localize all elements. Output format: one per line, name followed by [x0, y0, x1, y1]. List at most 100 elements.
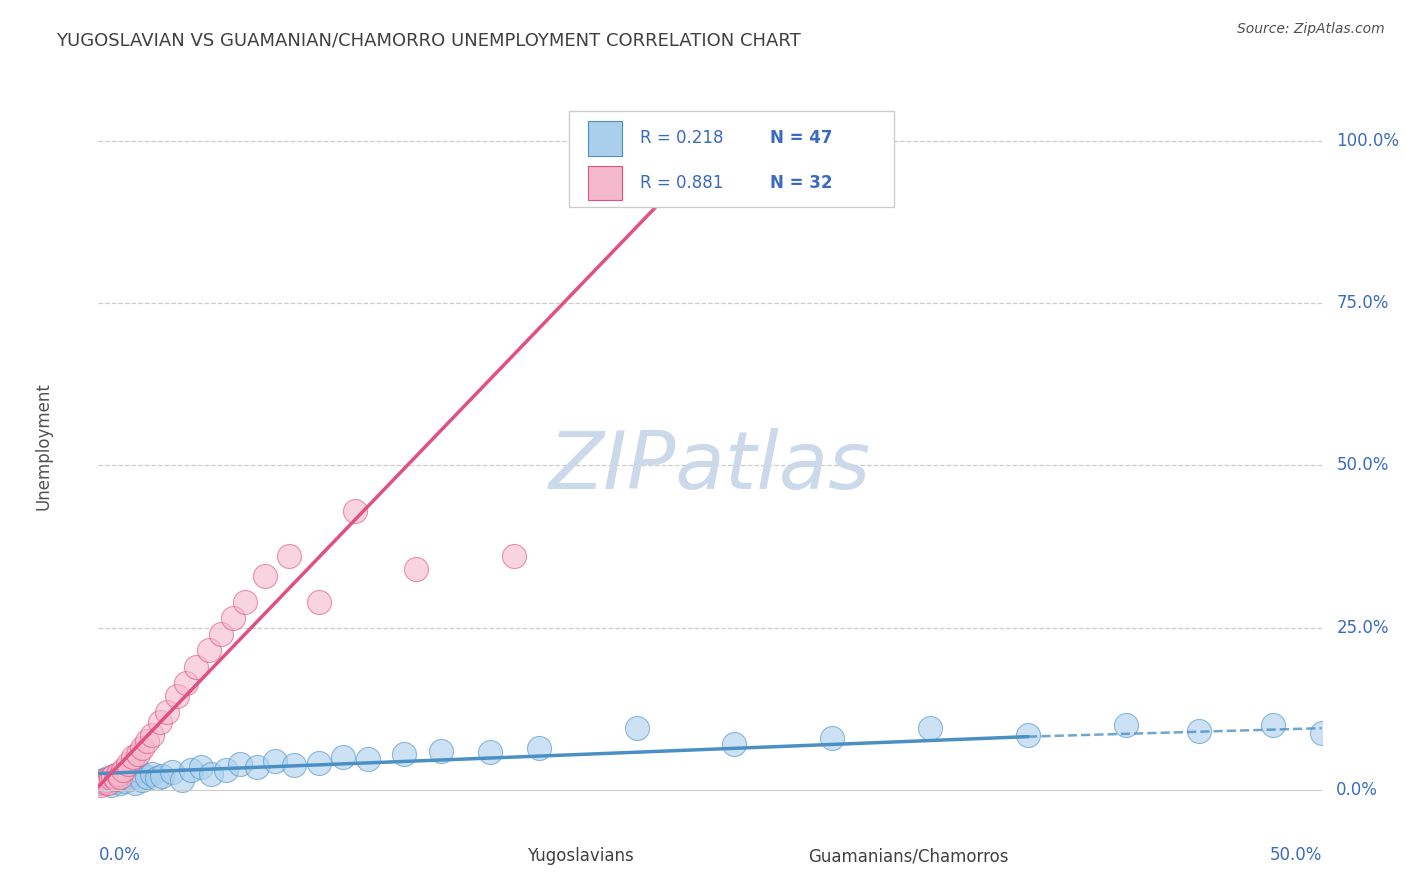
Point: [107, 772, 129, 787]
Point: [222, 611, 245, 625]
Text: 50.0%: 50.0%: [1336, 457, 1389, 475]
Point: [94, 775, 117, 789]
Point: [478, 745, 501, 759]
Point: [120, 772, 142, 786]
Point: [176, 675, 198, 690]
Point: [356, 752, 378, 766]
Point: [1261, 718, 1284, 732]
Bar: [489, 842, 517, 871]
Point: [136, 734, 159, 748]
Point: [131, 773, 153, 788]
Point: [141, 728, 163, 742]
Point: [117, 768, 139, 782]
Point: [121, 750, 143, 764]
Point: [90, 776, 112, 790]
Point: [149, 714, 172, 729]
Point: [146, 771, 169, 785]
Point: [332, 750, 354, 764]
Text: 25.0%: 25.0%: [1336, 619, 1389, 637]
Text: 100.0%: 100.0%: [1336, 132, 1399, 150]
Text: 50.0%: 50.0%: [1270, 846, 1322, 863]
Point: [821, 731, 844, 745]
Text: ZIPatlas: ZIPatlas: [548, 428, 872, 507]
Point: [101, 770, 124, 784]
Point: [430, 744, 453, 758]
Point: [920, 721, 942, 735]
Point: [392, 747, 416, 761]
Point: [180, 764, 202, 778]
Point: [166, 689, 188, 703]
Point: [246, 760, 269, 774]
Point: [107, 766, 129, 780]
Point: [101, 768, 124, 782]
Point: [527, 740, 550, 755]
Text: N = 47: N = 47: [770, 129, 832, 147]
Text: 0.0%: 0.0%: [1336, 780, 1378, 799]
Point: [110, 775, 132, 789]
Point: [283, 758, 305, 772]
Bar: [772, 842, 799, 871]
Point: [626, 721, 648, 735]
Point: [127, 764, 149, 778]
Text: Unemployment: Unemployment: [34, 382, 52, 510]
Point: [94, 773, 117, 788]
Point: [186, 659, 208, 673]
Point: [214, 764, 236, 778]
Point: [170, 773, 193, 788]
Point: [711, 131, 734, 145]
Point: [209, 627, 232, 641]
Point: [156, 705, 179, 719]
Text: 75.0%: 75.0%: [1336, 294, 1389, 312]
Point: [104, 773, 127, 788]
FancyBboxPatch shape: [569, 111, 894, 207]
Text: YUGOSLAVIAN VS GUAMANIAN/CHAMORRO UNEMPLOYMENT CORRELATION CHART: YUGOSLAVIAN VS GUAMANIAN/CHAMORRO UNEMPL…: [56, 31, 801, 49]
Point: [160, 764, 183, 779]
Point: [723, 738, 745, 752]
Point: [278, 549, 301, 564]
Point: [100, 778, 122, 792]
Point: [124, 776, 146, 790]
Point: [97, 776, 120, 790]
Point: [405, 562, 427, 576]
Text: R = 0.218: R = 0.218: [640, 129, 724, 147]
Point: [127, 747, 149, 761]
Point: [117, 756, 139, 771]
Point: [233, 595, 256, 609]
Point: [111, 771, 134, 785]
Text: Source: ZipAtlas.com: Source: ZipAtlas.com: [1237, 22, 1385, 37]
Point: [121, 766, 143, 780]
Point: [104, 772, 127, 787]
Point: [308, 595, 330, 609]
Point: [190, 760, 212, 774]
Point: [263, 754, 285, 768]
Point: [97, 771, 120, 785]
Point: [90, 778, 112, 792]
Point: [114, 774, 136, 789]
Bar: [588, 121, 621, 155]
Bar: [588, 166, 621, 200]
Point: [197, 643, 219, 657]
Point: [136, 770, 159, 784]
Text: 0.0%: 0.0%: [98, 846, 141, 863]
Point: [141, 766, 163, 780]
Point: [91, 773, 114, 788]
Point: [229, 756, 252, 771]
Point: [110, 770, 132, 784]
Text: N = 32: N = 32: [770, 174, 832, 192]
Point: [1017, 728, 1039, 742]
Point: [200, 766, 222, 780]
Point: [1115, 718, 1137, 732]
Text: Yugoslavians: Yugoslavians: [526, 847, 633, 865]
Point: [111, 764, 134, 778]
Point: [100, 771, 122, 785]
Text: R = 0.881: R = 0.881: [640, 174, 724, 192]
Point: [253, 568, 276, 582]
Point: [1188, 724, 1211, 739]
Point: [150, 768, 173, 782]
Point: [308, 756, 330, 770]
Point: [131, 740, 153, 755]
Point: [344, 504, 367, 518]
Text: Guamanians/Chamorros: Guamanians/Chamorros: [808, 847, 1008, 865]
Point: [503, 549, 526, 564]
Point: [1310, 725, 1333, 739]
